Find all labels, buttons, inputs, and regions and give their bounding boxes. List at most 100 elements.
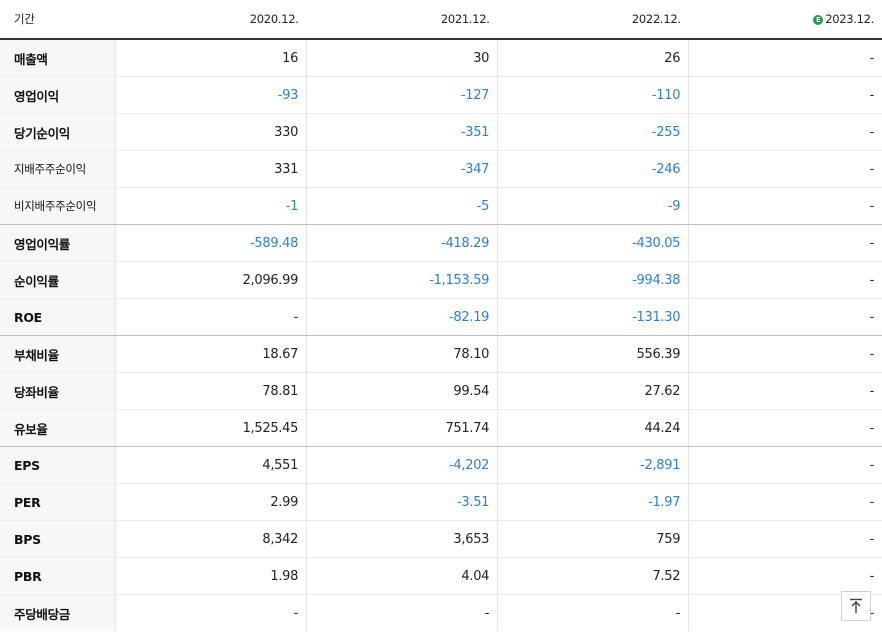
value-cell: - [688, 298, 882, 336]
value-cell: 2.99 [115, 483, 307, 521]
value-cell: - [115, 594, 307, 631]
value-cell: - [688, 483, 882, 521]
table-row: 영업이익률 -589.48 -418.29 -430.05- [0, 224, 882, 262]
value-cell: - [688, 520, 882, 558]
row-label: PBR [0, 557, 116, 595]
table-row: 순이익률 2,096.99 -1,153.59 -994.38- [0, 261, 882, 299]
table-row: 유보율 1,525.45 751.74 44.24- [0, 409, 882, 447]
value-cell: 4,551 [115, 446, 307, 484]
value-cell: 556.39 [497, 335, 689, 373]
row-label: ROE [0, 298, 116, 336]
value-cell: 1.98 [115, 557, 307, 595]
value-cell: - [688, 446, 882, 484]
value-cell: -4,202 [306, 446, 498, 484]
value-cell: -9 [497, 187, 689, 225]
value-cell: 7.52 [497, 557, 689, 595]
value-cell: -5 [306, 187, 498, 225]
value-cell: - [306, 594, 498, 631]
value-cell: - [688, 113, 882, 151]
table-row: 주당배당금 - - - - [0, 594, 882, 631]
value-cell: 16 [115, 39, 307, 77]
value-cell: -430.05 [497, 224, 689, 262]
estimate-badge-icon: E [813, 14, 824, 25]
value-cell: 26 [497, 39, 689, 77]
value-cell: 44.24 [497, 409, 689, 447]
table-row: ROE - -82.19 -131.30- [0, 298, 882, 336]
value-cell: -589.48 [115, 224, 307, 262]
table-row: PER 2.99 -3.51 -1.97- [0, 483, 882, 521]
period-header-label-text: 2023.12. [825, 12, 874, 26]
value-cell: -1 [115, 187, 307, 225]
value-cell: - [688, 372, 882, 410]
value-cell: -2,891 [497, 446, 689, 484]
value-cell: 751.74 [306, 409, 498, 447]
value-cell: -255 [497, 113, 689, 151]
value-cell: - [688, 187, 882, 225]
value-cell: - [688, 557, 882, 595]
value-cell: -994.38 [497, 261, 689, 299]
row-label: 비지배주주순이익 [0, 187, 116, 225]
value-cell: - [497, 594, 689, 631]
table-row: 영업이익 -93 -127 -110- [0, 76, 882, 114]
arrow-up-to-top-icon [850, 598, 862, 613]
table-row: 당좌비율 78.81 99.54 27.62- [0, 372, 882, 410]
value-cell: -1.97 [497, 483, 689, 521]
table-row: 당기순이익 330 -351 -255- [0, 113, 882, 151]
table-row: 지배주주순이익 331 -347 -246- [0, 150, 882, 188]
period-header-label: 기간 [0, 0, 116, 40]
value-cell: 3,653 [306, 520, 498, 558]
row-label: 주당배당금 [0, 594, 116, 631]
value-cell: - [688, 150, 882, 188]
row-label: 영업이익 [0, 76, 116, 114]
period-header: 2020.12. [115, 0, 307, 40]
period-header-estimate: E 2023.12. [688, 0, 882, 40]
value-cell: -246 [497, 150, 689, 188]
period-header: 2021.12. [306, 0, 498, 40]
row-label: 유보율 [0, 409, 116, 447]
value-cell: 2,096.99 [115, 261, 307, 299]
value-cell: -1,153.59 [306, 261, 498, 299]
value-cell: 78.81 [115, 372, 307, 410]
value-cell: 330 [115, 113, 307, 151]
value-cell: 4.04 [306, 557, 498, 595]
table-row: EPS 4,551 -4,202 -2,891- [0, 446, 882, 484]
row-label: EPS [0, 446, 116, 484]
scroll-to-top-button[interactable] [841, 591, 871, 621]
value-cell: 78.10 [306, 335, 498, 373]
value-cell: - [688, 261, 882, 299]
value-cell: -93 [115, 76, 307, 114]
value-cell: -3.51 [306, 483, 498, 521]
row-label: 지배주주순이익 [0, 150, 116, 188]
value-cell: 331 [115, 150, 307, 188]
row-label: 부채비율 [0, 335, 116, 373]
header-row: 기간 2020.12. 2021.12. 2022.12. E 2023.12. [0, 0, 882, 40]
value-cell: - [688, 224, 882, 262]
value-cell: - [688, 76, 882, 114]
value-cell: -127 [306, 76, 498, 114]
table-row: 매출액 16 30 26- [0, 39, 882, 77]
value-cell: 27.62 [497, 372, 689, 410]
value-cell: 18.67 [115, 335, 307, 373]
value-cell: - [688, 39, 882, 77]
table-row: BPS 8,342 3,653 759- [0, 520, 882, 558]
row-label: 영업이익률 [0, 224, 116, 262]
row-label: PER [0, 483, 116, 521]
value-cell: - [115, 298, 307, 336]
table-row: PBR 1.98 4.04 7.52- [0, 557, 882, 595]
value-cell: 8,342 [115, 520, 307, 558]
row-label: 순이익률 [0, 261, 116, 299]
value-cell: -82.19 [306, 298, 498, 336]
table-row: 부채비율 18.67 78.10 556.39- [0, 335, 882, 373]
value-cell: 30 [306, 39, 498, 77]
value-cell: - [688, 409, 882, 447]
row-label: 매출액 [0, 39, 116, 77]
period-header: 2022.12. [497, 0, 689, 40]
value-cell: -110 [497, 76, 689, 114]
value-cell: -131.30 [497, 298, 689, 336]
row-label: BPS [0, 520, 116, 558]
row-label: 당기순이익 [0, 113, 116, 151]
value-cell: 99.54 [306, 372, 498, 410]
table-row: 비지배주주순이익 -1 -5 -9- [0, 187, 882, 225]
value-cell: -418.29 [306, 224, 498, 262]
